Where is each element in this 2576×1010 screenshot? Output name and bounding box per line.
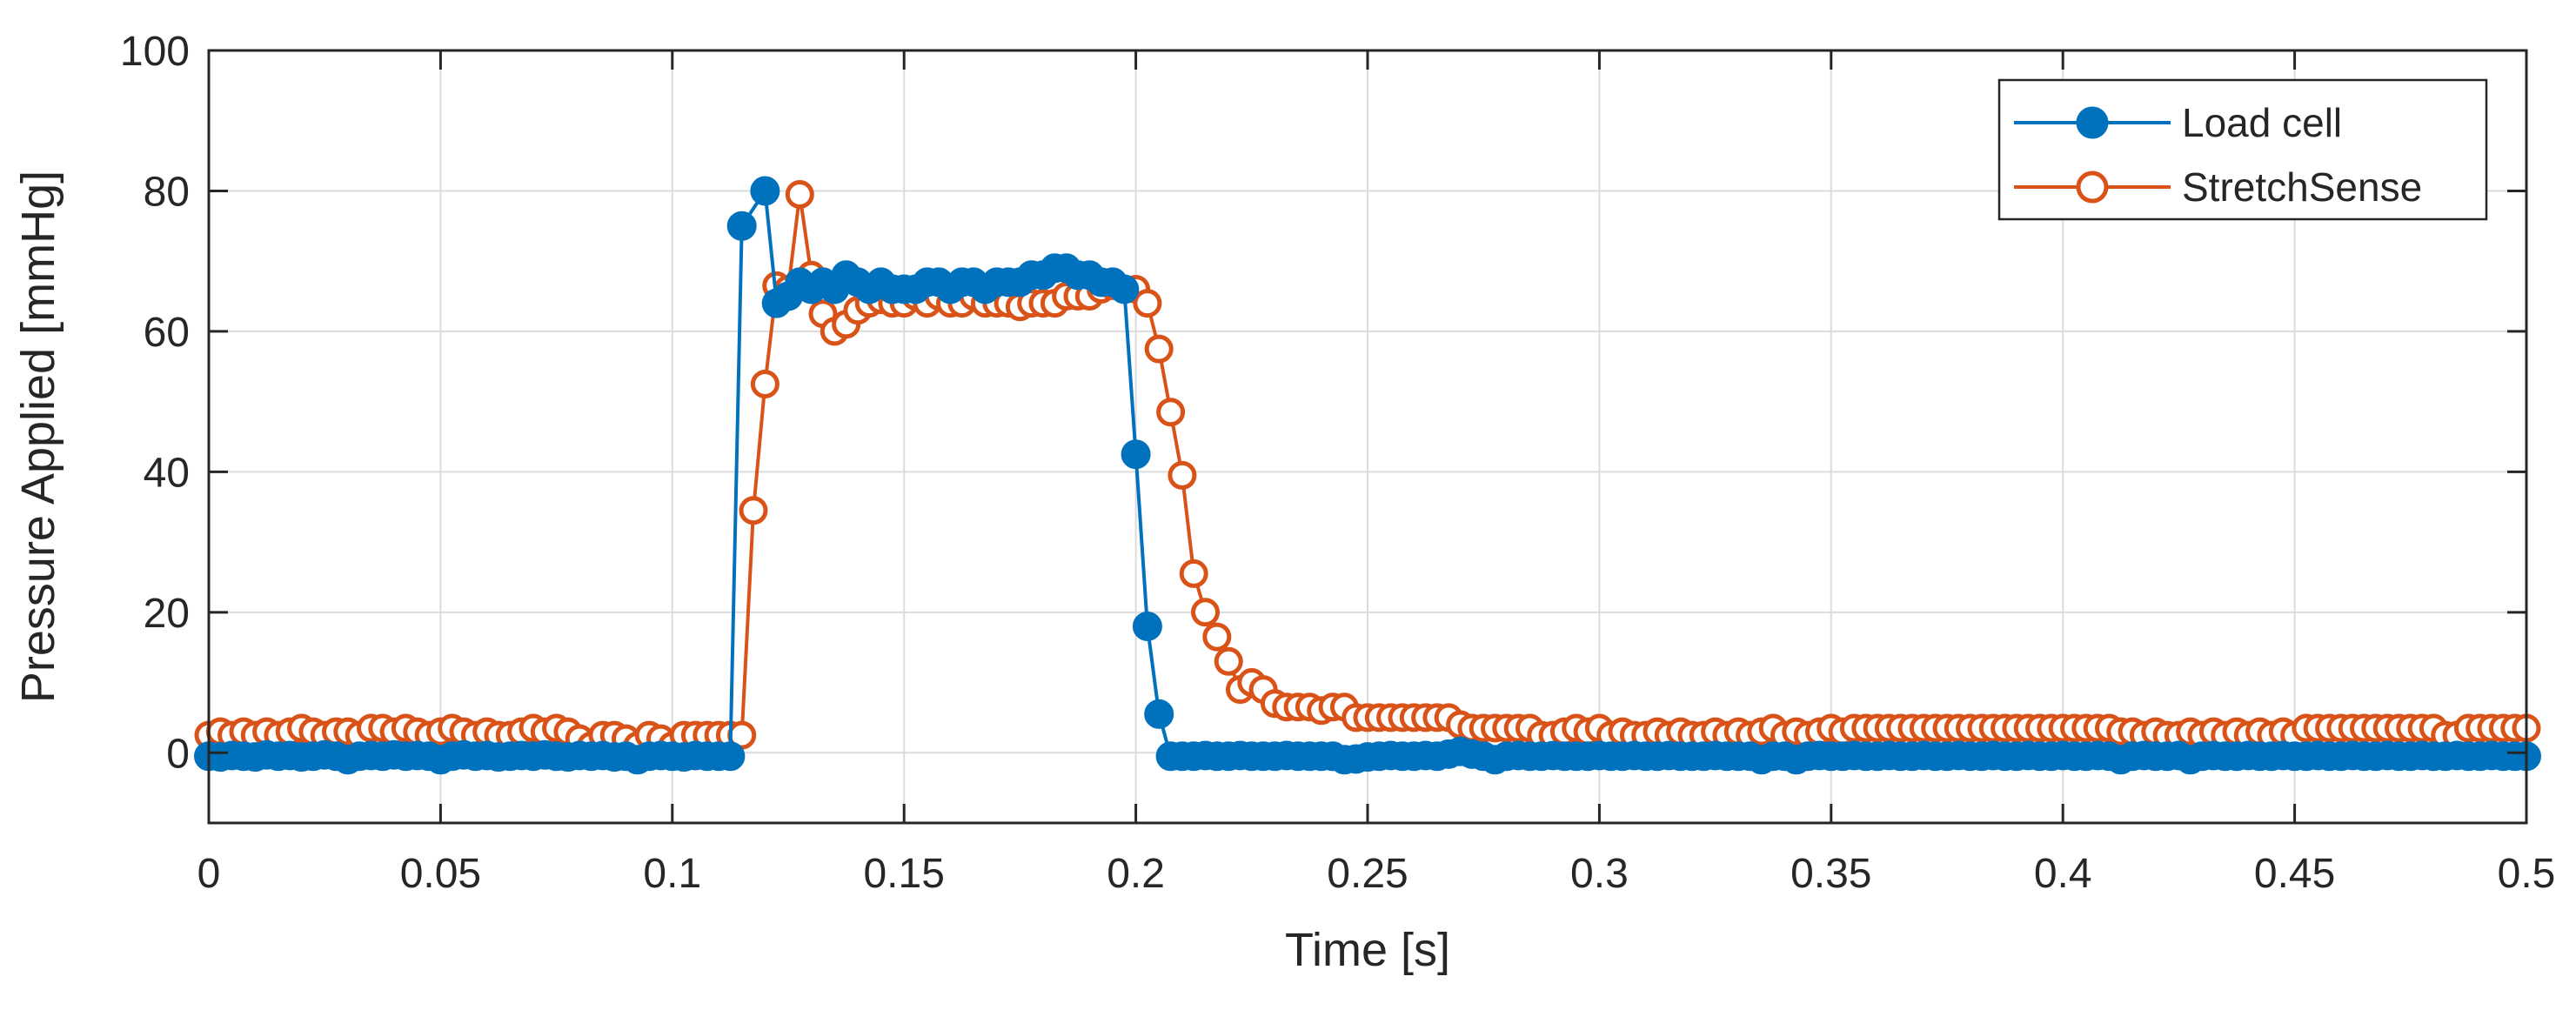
data-point-stretchsense xyxy=(1133,289,1162,318)
data-point-load-cell xyxy=(1109,274,1140,304)
data-point-load-cell xyxy=(1144,699,1174,729)
data-point-stretchsense xyxy=(1202,622,1232,652)
plot-content xyxy=(194,176,2541,775)
x-tick-label: 0.05 xyxy=(400,851,481,897)
legend-label-load-cell: Load cell xyxy=(2182,100,2342,145)
data-point-stretchsense xyxy=(1191,598,1220,627)
data-point-load-cell xyxy=(715,741,746,772)
data-point-load-cell xyxy=(1121,439,1151,470)
x-axis-label: Time [s] xyxy=(1285,924,1450,976)
x-tick-label: 0.4 xyxy=(2034,851,2092,897)
y-tick-label: 40 xyxy=(144,450,190,496)
x-tick-label: 0.15 xyxy=(863,851,944,897)
y-tick-label: 80 xyxy=(144,169,190,215)
data-point-stretchsense xyxy=(739,496,768,525)
data-point-stretchsense xyxy=(1179,559,1208,588)
data-point-stretchsense xyxy=(1156,398,1186,427)
x-tick-label: 0.1 xyxy=(643,851,701,897)
legend-marker-stretchsense xyxy=(2076,171,2109,204)
y-tick-label: 20 xyxy=(144,591,190,637)
data-point-stretchsense xyxy=(1168,460,1197,490)
y-tick-label: 0 xyxy=(166,731,190,777)
data-point-load-cell xyxy=(1132,612,1162,641)
y-axis-label: Pressure Applied [mmHg] xyxy=(12,171,64,703)
y-tick-label: 60 xyxy=(144,310,190,356)
tick-labels: 0 0.05 0.1 0.15 0.2 0.25 0.3 0.35 0.4 0.45 0.5 0 20 4… xyxy=(120,29,2555,897)
data-point-stretchsense xyxy=(1144,334,1174,364)
data-point-stretchsense xyxy=(750,370,779,398)
x-tick-label: 0.2 xyxy=(1107,851,1165,897)
ticks xyxy=(207,49,2528,823)
x-tick-label: 0.45 xyxy=(2254,851,2335,897)
x-tick-label: 0.3 xyxy=(1570,851,1629,897)
y-tick-label: 100 xyxy=(120,29,190,75)
x-tick-label: 0.25 xyxy=(1327,851,1408,897)
x-tick-label: 0.5 xyxy=(2498,851,2556,897)
legend-label-stretchsense: StretchSense xyxy=(2182,164,2422,210)
data-point-load-cell xyxy=(726,211,757,241)
legend-marker-load-cell xyxy=(2076,106,2109,139)
legend: Load cell StretchSense xyxy=(1997,78,2488,221)
x-tick-label: 0.35 xyxy=(1790,851,1871,897)
data-point-load-cell xyxy=(750,176,780,206)
data-point-stretchsense xyxy=(1214,646,1243,676)
x-tick-label: 0 xyxy=(197,851,221,897)
series-load-cell xyxy=(194,176,2541,775)
data-point-stretchsense xyxy=(785,180,814,209)
